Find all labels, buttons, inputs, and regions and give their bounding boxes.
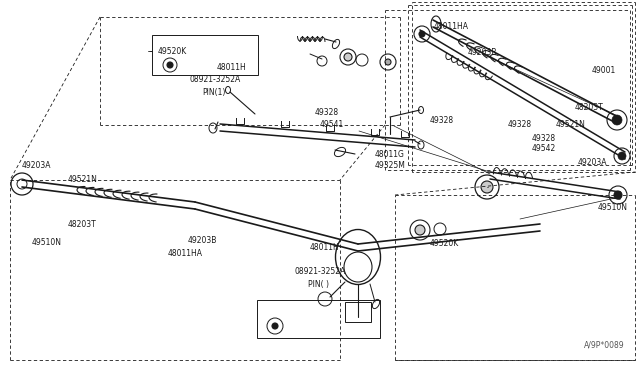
Text: 49542: 49542 [532, 144, 556, 153]
Text: 48011G: 48011G [375, 150, 405, 158]
Circle shape [167, 62, 173, 68]
Text: 08921-3252A: 08921-3252A [190, 74, 241, 83]
Text: 08921-3252A: 08921-3252A [295, 267, 346, 276]
Text: 49203B: 49203B [188, 235, 218, 244]
Text: 49325M: 49325M [375, 160, 406, 170]
Text: 49521N: 49521N [68, 174, 98, 183]
Text: PIN(1): PIN(1) [202, 87, 225, 96]
Text: 49328: 49328 [315, 108, 339, 116]
Text: 48203T: 48203T [68, 219, 97, 228]
Circle shape [419, 31, 425, 37]
Text: 49541: 49541 [320, 119, 344, 128]
Circle shape [614, 191, 622, 199]
Text: 48011H: 48011H [217, 62, 247, 71]
Text: 48203T: 48203T [575, 103, 604, 112]
Text: 49520K: 49520K [430, 240, 460, 248]
Circle shape [272, 323, 278, 329]
Circle shape [481, 181, 493, 193]
Text: 49510N: 49510N [32, 237, 62, 247]
Text: 49203B: 49203B [468, 48, 497, 57]
Text: 49328: 49328 [430, 115, 454, 125]
Text: PIN( ): PIN( ) [308, 280, 329, 289]
Text: 48011HA: 48011HA [434, 22, 469, 31]
Text: 48011H: 48011H [310, 243, 340, 251]
Circle shape [618, 152, 626, 160]
Text: 49520K: 49520K [158, 46, 188, 55]
Circle shape [385, 59, 391, 65]
Text: 49510N: 49510N [598, 202, 628, 212]
Text: 48011HA: 48011HA [168, 250, 203, 259]
Text: 49001: 49001 [592, 65, 616, 74]
Text: 49203A: 49203A [22, 160, 51, 170]
Text: 49328: 49328 [508, 119, 532, 128]
Text: A/9P*0089: A/9P*0089 [584, 341, 625, 350]
Circle shape [612, 115, 622, 125]
Circle shape [415, 225, 425, 235]
Circle shape [344, 53, 352, 61]
Text: 49203A: 49203A [578, 157, 607, 167]
Text: 49521N: 49521N [556, 119, 586, 128]
Text: 49328: 49328 [532, 134, 556, 142]
